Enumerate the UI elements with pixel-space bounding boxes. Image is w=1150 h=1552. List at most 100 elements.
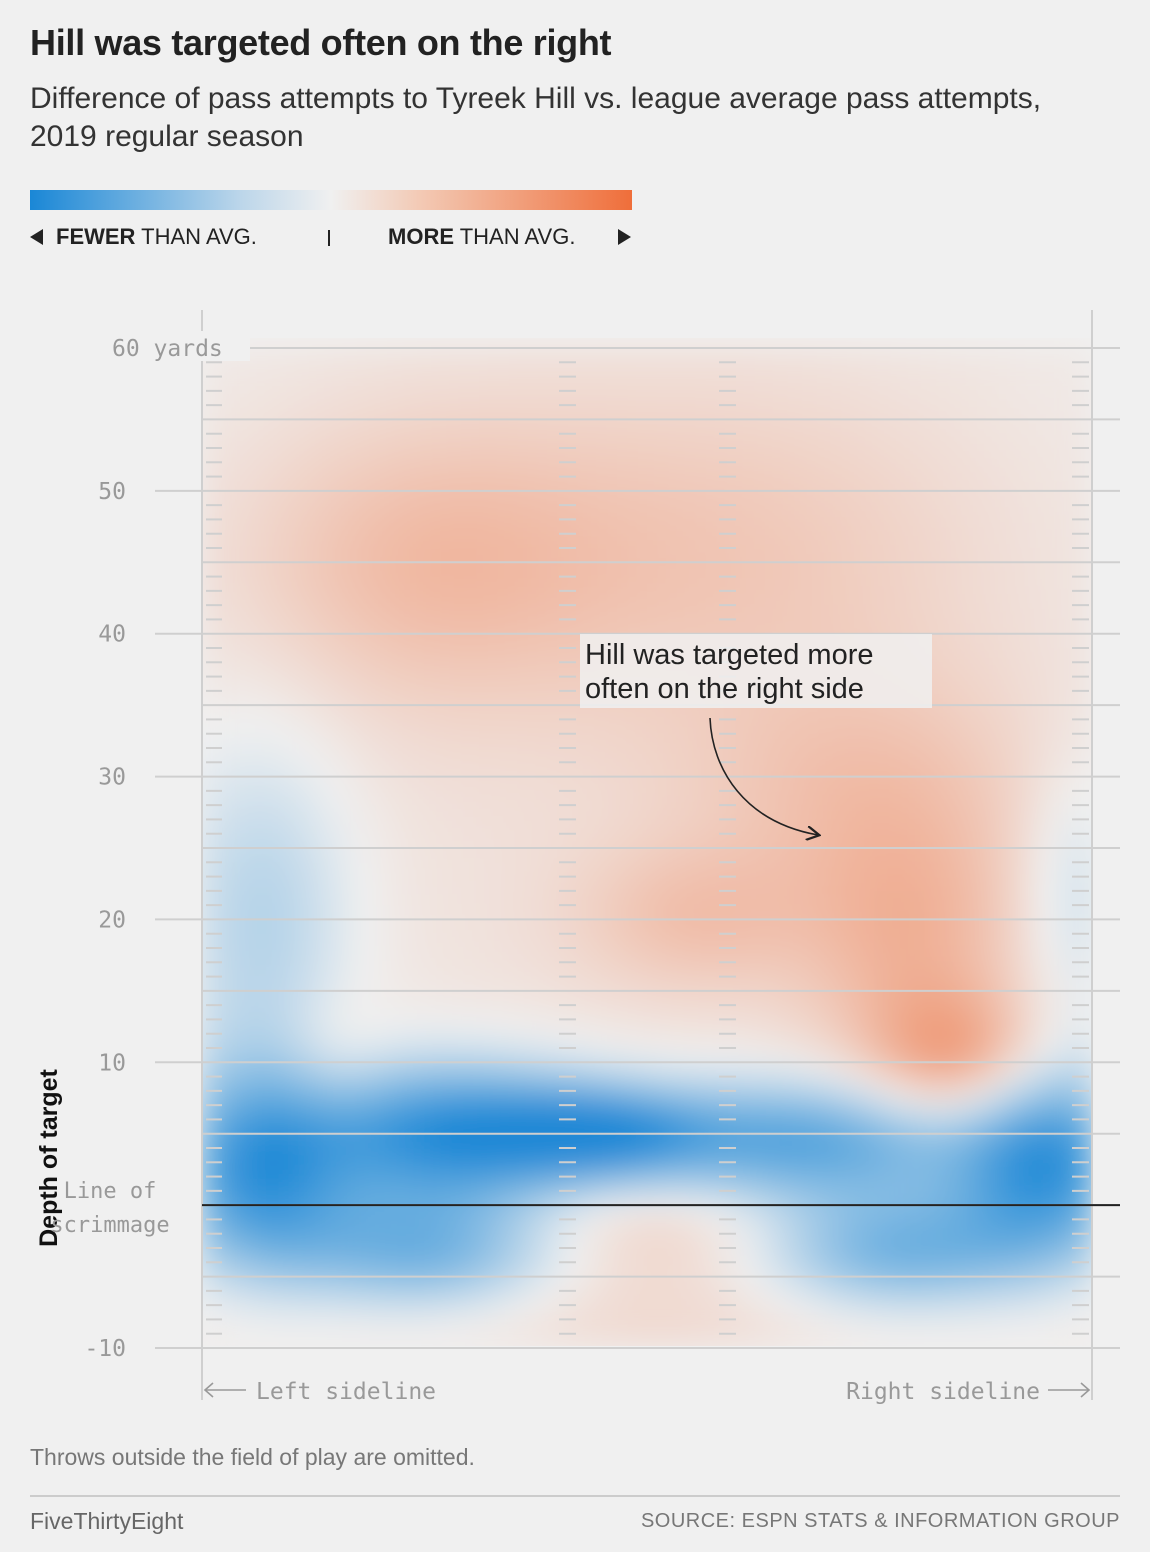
heatmap-cell — [498, 847, 529, 863]
heatmap-cell — [943, 904, 974, 920]
heatmap-cell — [854, 418, 885, 435]
svg-text:Right sideline: Right sideline — [846, 1379, 1040, 1405]
heatmap-cell — [409, 976, 440, 992]
heatmap-cell — [379, 690, 411, 706]
heatmap-cell — [1002, 676, 1034, 692]
heatmap-cell — [1061, 533, 1092, 549]
heatmap-cell — [1002, 818, 1034, 835]
heatmap-cell — [646, 804, 678, 820]
heatmap-cell — [913, 1133, 945, 1149]
heatmap-cell — [231, 1318, 262, 1335]
heatmap-cell — [409, 1104, 440, 1120]
heatmap-cell — [705, 1133, 737, 1149]
heatmap-cell — [438, 1133, 470, 1149]
heatmap-cell — [705, 1261, 737, 1278]
heatmap-cell — [883, 1233, 915, 1249]
heatmap-cell — [231, 804, 262, 820]
heatmap-cell — [349, 590, 381, 606]
heatmap-cell — [202, 1104, 233, 1120]
heatmap-cell — [1061, 947, 1092, 963]
heatmap-cell — [972, 1247, 1004, 1263]
heatmap-cell — [1032, 518, 1063, 535]
heatmap-cell — [705, 490, 737, 506]
heatmap-cell — [320, 1147, 351, 1163]
heatmap-cell — [616, 1076, 648, 1092]
heatmap-cell — [587, 961, 618, 978]
heatmap-cell — [616, 933, 648, 949]
heatmap-cell — [943, 504, 974, 520]
heatmap-cell — [676, 1161, 707, 1178]
heatmap-cell — [349, 376, 381, 392]
heatmap-cell — [1032, 790, 1063, 806]
heatmap-cell — [260, 661, 292, 678]
heatmap-cell — [883, 1033, 915, 1049]
heatmap-cell — [1002, 1176, 1034, 1192]
heatmap-cell — [824, 990, 856, 1006]
heatmap-cell — [913, 833, 945, 849]
heatmap-cell — [972, 1018, 1004, 1035]
y-tick-label: 30 — [98, 765, 126, 791]
heatmap-cell — [557, 1118, 589, 1135]
heatmap-cell — [616, 1233, 648, 1249]
heatmap-cell — [765, 818, 796, 835]
heatmap-cell — [883, 1004, 915, 1020]
heatmap-cell — [1002, 890, 1034, 906]
heatmap-cell — [202, 1204, 233, 1220]
heatmap-cell — [765, 361, 796, 378]
heatmap-cell — [557, 1061, 589, 1078]
heatmap-cell — [260, 576, 292, 592]
heatmap-cell — [765, 747, 796, 763]
heatmap-cell — [468, 604, 500, 620]
heatmap-cell — [379, 1033, 411, 1049]
heatmap-cell — [231, 1004, 262, 1020]
heatmap-cell — [320, 404, 351, 420]
heatmap-cell — [320, 418, 351, 435]
heatmap-cell — [468, 876, 500, 892]
heatmap-cell — [231, 433, 262, 449]
heatmap-cell — [409, 490, 440, 506]
heatmap-cell — [883, 1076, 915, 1092]
heatmap-cell — [498, 604, 529, 620]
heatmap-cell — [290, 1318, 322, 1335]
heatmap-cell — [468, 661, 500, 678]
heatmap-cell — [527, 990, 559, 1006]
heatmap-cell — [320, 447, 351, 463]
heatmap-cell — [587, 590, 618, 606]
heatmap-cell — [290, 1190, 322, 1206]
heatmap-cell — [260, 590, 292, 606]
heatmap-cell — [468, 1076, 500, 1092]
heatmap-cell — [1061, 1118, 1092, 1135]
heatmap-cell — [735, 561, 767, 578]
heatmap-cell — [883, 890, 915, 906]
heatmap-cell — [557, 1076, 589, 1092]
heatmap-cell — [765, 1304, 796, 1320]
heatmap-cell — [468, 347, 500, 363]
heatmap-cell — [1002, 1233, 1034, 1249]
heatmap-cell — [972, 1318, 1004, 1335]
heatmap-cell — [527, 890, 559, 906]
heatmap-cell — [527, 833, 559, 849]
heatmap-cell — [587, 1133, 618, 1149]
heatmap-cell — [735, 990, 767, 1006]
heatmap-cell — [320, 733, 351, 749]
heatmap-cell — [794, 618, 826, 635]
heatmap-cell — [765, 804, 796, 820]
heatmap-cell — [527, 876, 559, 892]
heatmap-cell — [616, 1147, 648, 1163]
heatmap-cell — [646, 876, 678, 892]
heatmap-cell — [1002, 1033, 1034, 1049]
heatmap-cell — [972, 947, 1004, 963]
heatmap-cell — [320, 933, 351, 949]
heatmap-cell — [943, 747, 974, 763]
heatmap-cell — [705, 804, 737, 820]
heatmap-cell — [290, 704, 322, 720]
heatmap-cell — [883, 518, 915, 535]
heatmap-cell — [824, 1318, 856, 1335]
heatmap-cell — [735, 790, 767, 806]
heatmap-cell — [972, 790, 1004, 806]
heatmap-cell — [854, 447, 885, 463]
heatmap-cell — [557, 504, 589, 520]
heatmap-cell — [1002, 1090, 1034, 1106]
heatmap-cell — [587, 1276, 618, 1292]
heatmap-cell — [290, 476, 322, 492]
